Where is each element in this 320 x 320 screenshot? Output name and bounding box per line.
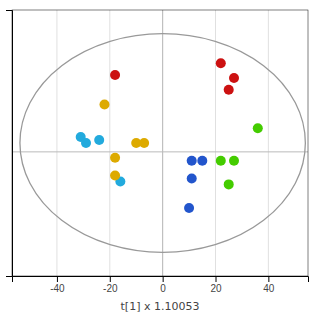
point [253,123,263,133]
point [229,73,239,83]
x-tick: 40 [263,276,275,294]
reference-line-x [162,10,163,276]
x-tick-label: -20 [103,283,118,294]
point [187,173,197,183]
point [229,156,239,166]
plot-frame [12,10,308,276]
grid-line [109,10,110,276]
point [110,70,120,80]
x-tick-mark [268,276,269,282]
x-tick-label: 0 [160,283,166,294]
x-tick-mark [163,276,164,282]
grid-line [268,10,269,276]
x-tick-mark [57,276,58,282]
x-axis-line [13,277,309,283]
point [187,156,197,166]
point [197,156,207,166]
x-tick-mark [216,276,217,282]
point [100,100,110,110]
x-tick-label: -40 [50,283,65,294]
point [224,179,234,189]
x-tick: -40 [50,276,65,294]
marks [12,10,308,276]
point [184,203,194,213]
x-tick: -20 [103,276,118,294]
point [224,85,234,95]
x-tick: 0 [160,276,166,294]
chart: -40 -20 0 20 40 t[1] x 1.10053 [0,0,320,320]
point [81,138,91,148]
x-axis: -40 -20 0 20 40 [13,276,309,294]
x-tick-label: 40 [263,283,275,294]
point [110,153,120,163]
x-tick-mark [110,276,111,282]
grid-line [215,10,216,276]
point [139,138,149,148]
point [110,171,120,181]
reference-line-y [12,151,308,152]
grid-line [56,10,57,276]
x-axis-title: t[1] x 1.10053 [121,300,200,313]
y-axis [6,11,13,277]
point [216,156,226,166]
x-tick-label: 20 [210,283,222,294]
grid-line [162,10,163,276]
point [94,135,104,145]
x-tick: 20 [210,276,222,294]
ellipse [20,34,305,253]
y-axis-line [6,11,13,277]
plot: -40 -20 0 20 40 [6,10,309,294]
point [216,58,226,68]
